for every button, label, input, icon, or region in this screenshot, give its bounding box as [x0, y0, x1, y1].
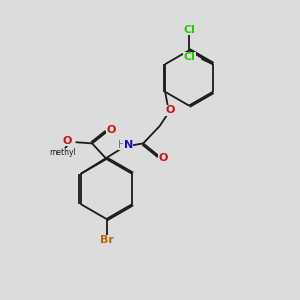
- Text: N: N: [124, 140, 133, 150]
- Text: Br: Br: [100, 235, 113, 245]
- Text: O: O: [62, 136, 71, 146]
- Text: O: O: [158, 153, 168, 164]
- Text: methyl: methyl: [49, 148, 76, 157]
- Text: O: O: [165, 105, 175, 116]
- Text: Cl: Cl: [183, 25, 195, 35]
- Text: Cl: Cl: [184, 52, 196, 62]
- Text: H: H: [118, 140, 126, 150]
- Text: O: O: [106, 125, 116, 135]
